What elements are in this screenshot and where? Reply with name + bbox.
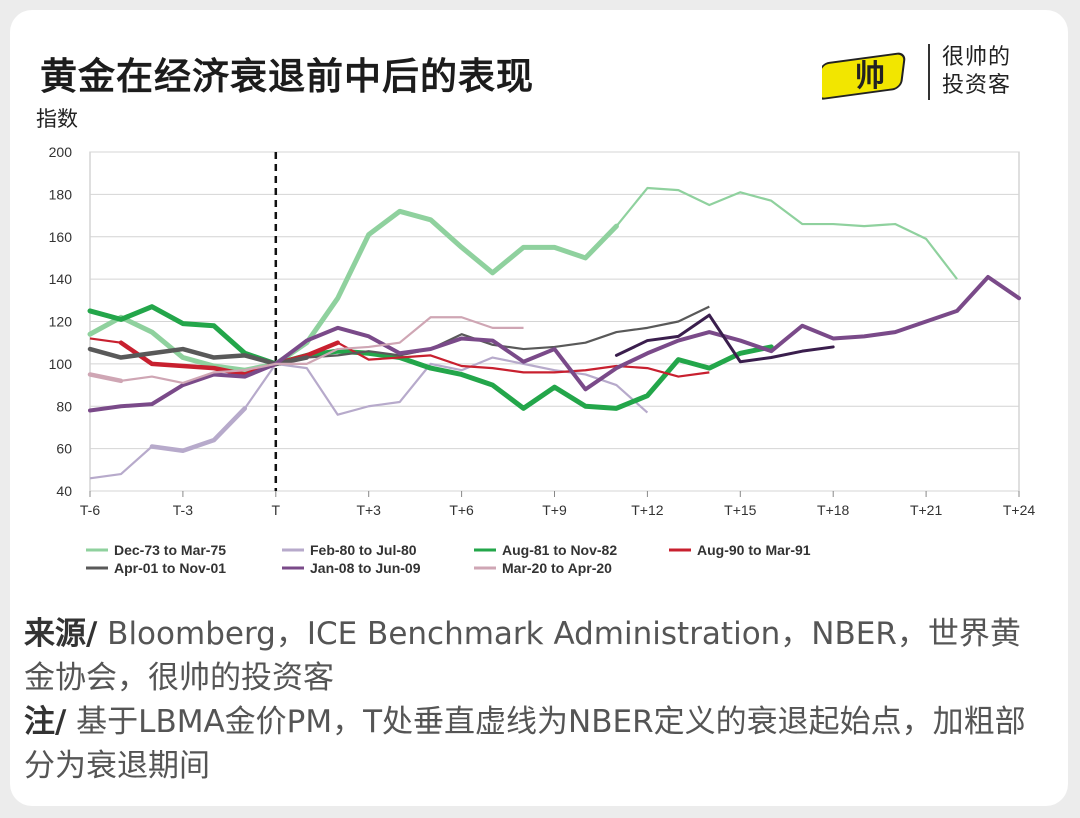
brand-text: 很帅的 投资客 xyxy=(942,44,1011,100)
y-tick-label: 160 xyxy=(49,229,73,245)
series-line-segment xyxy=(89,356,649,480)
y-tick-label: 60 xyxy=(56,441,72,457)
chart: 指数 40 60 80 100 120 140 160 180 200 T-6 T-3 T T+3 T+6 T… xyxy=(36,107,1036,576)
series-2 xyxy=(87,304,774,411)
series-0 xyxy=(87,186,958,373)
y-tick-label: 180 xyxy=(49,186,73,202)
series-5 xyxy=(88,275,1021,413)
x-tick-label: T+6 xyxy=(449,502,474,518)
legend-item: Mar-20 to Apr-20 xyxy=(474,560,612,576)
legend-item: Aug-90 to Mar-91 xyxy=(669,542,811,558)
legend-label: Aug-81 to Nov-82 xyxy=(502,542,617,558)
brand-line2: 投资客 xyxy=(942,73,1012,98)
brand-divider xyxy=(928,44,930,100)
x-tick-label: T xyxy=(272,502,281,518)
extra-series-0 xyxy=(614,313,835,364)
card: 黄金在经济衰退前中后的表现 帅 很帅的 投资客 xyxy=(10,10,1068,806)
legend-label: Mar-20 to Apr-20 xyxy=(502,560,612,576)
legend-item: Feb-80 to Jul-80 xyxy=(282,542,417,558)
source-line: 来源/ Bloomberg，ICE Benchmark Administrati… xyxy=(24,612,1034,700)
x-tick-label: T+12 xyxy=(631,502,664,518)
logo-icon: 帅 xyxy=(822,52,906,100)
legend-label: Dec-73 to Mar-75 xyxy=(114,542,226,558)
x-tick-label: T+9 xyxy=(542,502,567,518)
x-tick-label: T+15 xyxy=(724,502,757,518)
series-line-segment xyxy=(89,316,524,385)
brand-line1: 很帅的 xyxy=(942,45,1012,70)
x-tick-label: T+18 xyxy=(817,502,850,518)
legend-label: Apr-01 to Nov-01 xyxy=(114,560,226,576)
page-title: 黄金在经济衰退前中后的表现 xyxy=(40,55,534,98)
note-label: 注/ xyxy=(24,704,67,740)
series-line xyxy=(88,275,1021,413)
legend-item: Apr-01 to Nov-01 xyxy=(86,560,226,576)
legend-item: Dec-73 to Mar-75 xyxy=(86,542,226,558)
note-text: 基于LBMA金价PM，T处垂直虚线为NBER定义的衰退起始点，加粗部分为衰退期间 xyxy=(24,704,1026,784)
series-line-segment xyxy=(149,406,248,453)
legend-label: Feb-80 to Jul-80 xyxy=(310,542,417,558)
y-axis-label: 指数 xyxy=(36,107,78,131)
series-line xyxy=(87,304,774,411)
brand: 帅 很帅的 投资客 xyxy=(822,38,1062,108)
y-tick-label: 40 xyxy=(56,483,72,499)
legend-item: Aug-81 to Nov-82 xyxy=(474,542,617,558)
legend-item: Jan-08 to Jun-09 xyxy=(282,560,421,576)
x-tick-label: T+21 xyxy=(910,502,943,518)
source-text: Bloomberg，ICE Benchmark Administration，N… xyxy=(24,616,1021,696)
series-line-segment xyxy=(87,208,619,373)
x-tick-label: T+24 xyxy=(1003,502,1036,518)
series-line xyxy=(614,313,835,364)
y-tick-label: 140 xyxy=(49,271,73,287)
y-tick-label: 80 xyxy=(56,398,72,414)
x-tick-label: T-6 xyxy=(80,502,100,518)
footer: 来源/ Bloomberg，ICE Benchmark Administrati… xyxy=(24,612,1034,788)
y-tick-label: 200 xyxy=(49,144,73,160)
series-line-segment xyxy=(87,346,310,367)
series-1 xyxy=(89,356,649,480)
logo-text: 帅 xyxy=(855,59,885,94)
note-line: 注/ 基于LBMA金价PM，T处垂直虚线为NBER定义的衰退起始点，加粗部分为衰… xyxy=(24,700,1034,788)
x-tick-label: T-3 xyxy=(173,502,193,518)
series-line-segment xyxy=(87,372,124,384)
y-tick-label: 100 xyxy=(49,356,73,372)
series-4 xyxy=(87,305,710,367)
x-tick-label: T+3 xyxy=(356,502,381,518)
y-tick-label: 120 xyxy=(49,314,73,330)
series-line-segment xyxy=(615,186,958,280)
series-6 xyxy=(87,316,524,385)
legend-label: Jan-08 to Jun-09 xyxy=(310,560,421,576)
legend-label: Aug-90 to Mar-91 xyxy=(697,542,811,558)
source-label: 来源/ xyxy=(24,616,98,652)
